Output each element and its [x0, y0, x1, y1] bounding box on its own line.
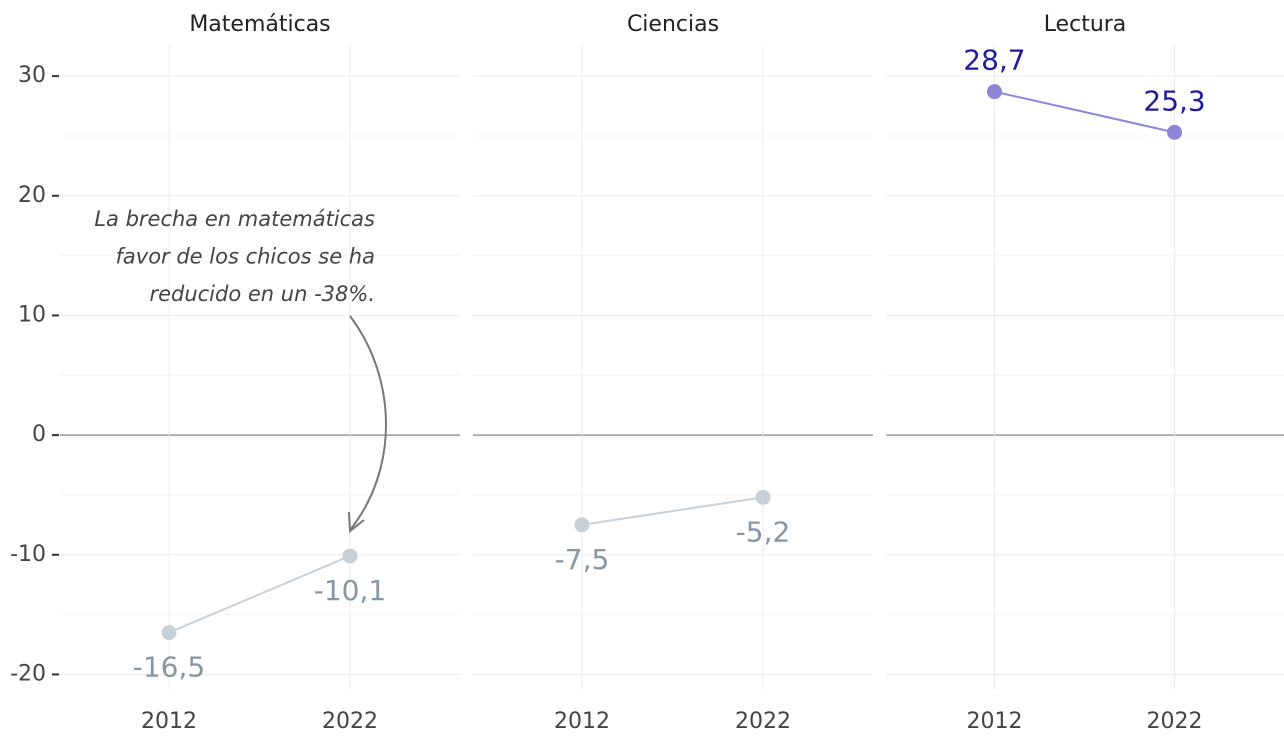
value-label: 28,7	[963, 44, 1025, 77]
point	[1167, 124, 1183, 140]
y-tick-label: -20	[10, 661, 46, 686]
facet-title: Ciencias	[627, 12, 719, 37]
y-tick-label: -10	[10, 542, 46, 567]
point	[161, 625, 177, 641]
point	[342, 548, 358, 564]
value-label: -5,2	[736, 515, 791, 548]
line	[994, 90, 1175, 134]
x-tick-label: 2012	[554, 709, 610, 734]
x-tick-label: 2022	[1147, 709, 1203, 734]
annotation: reducido en un -38%.	[149, 282, 375, 306]
arrow-head	[348, 511, 365, 533]
value-label: 25,3	[1143, 84, 1205, 117]
y-tick-label: 0	[32, 422, 46, 447]
annotation: La brecha en matemáticas	[94, 207, 375, 231]
x-tick-label: 2012	[141, 709, 197, 734]
value-label: -16,5	[133, 651, 205, 684]
line	[168, 555, 351, 634]
y-tick-label: 20	[18, 183, 46, 208]
y-tick-label: 30	[18, 63, 46, 88]
x-tick-label: 2012	[966, 709, 1022, 734]
point	[986, 84, 1002, 100]
x-tick-label: 2022	[322, 709, 378, 734]
x-tick-label: 2022	[735, 709, 791, 734]
annotation-arrow	[349, 315, 387, 531]
annotation: favor de los chicos se ha	[116, 245, 376, 269]
point	[755, 489, 771, 505]
line	[581, 496, 764, 526]
value-label: -10,1	[314, 574, 386, 607]
value-label: -7,5	[555, 543, 610, 576]
facet-title: Lectura	[1044, 12, 1127, 37]
facet-title: Matemáticas	[189, 12, 330, 37]
y-tick-label: 10	[18, 302, 46, 327]
point	[574, 517, 590, 533]
